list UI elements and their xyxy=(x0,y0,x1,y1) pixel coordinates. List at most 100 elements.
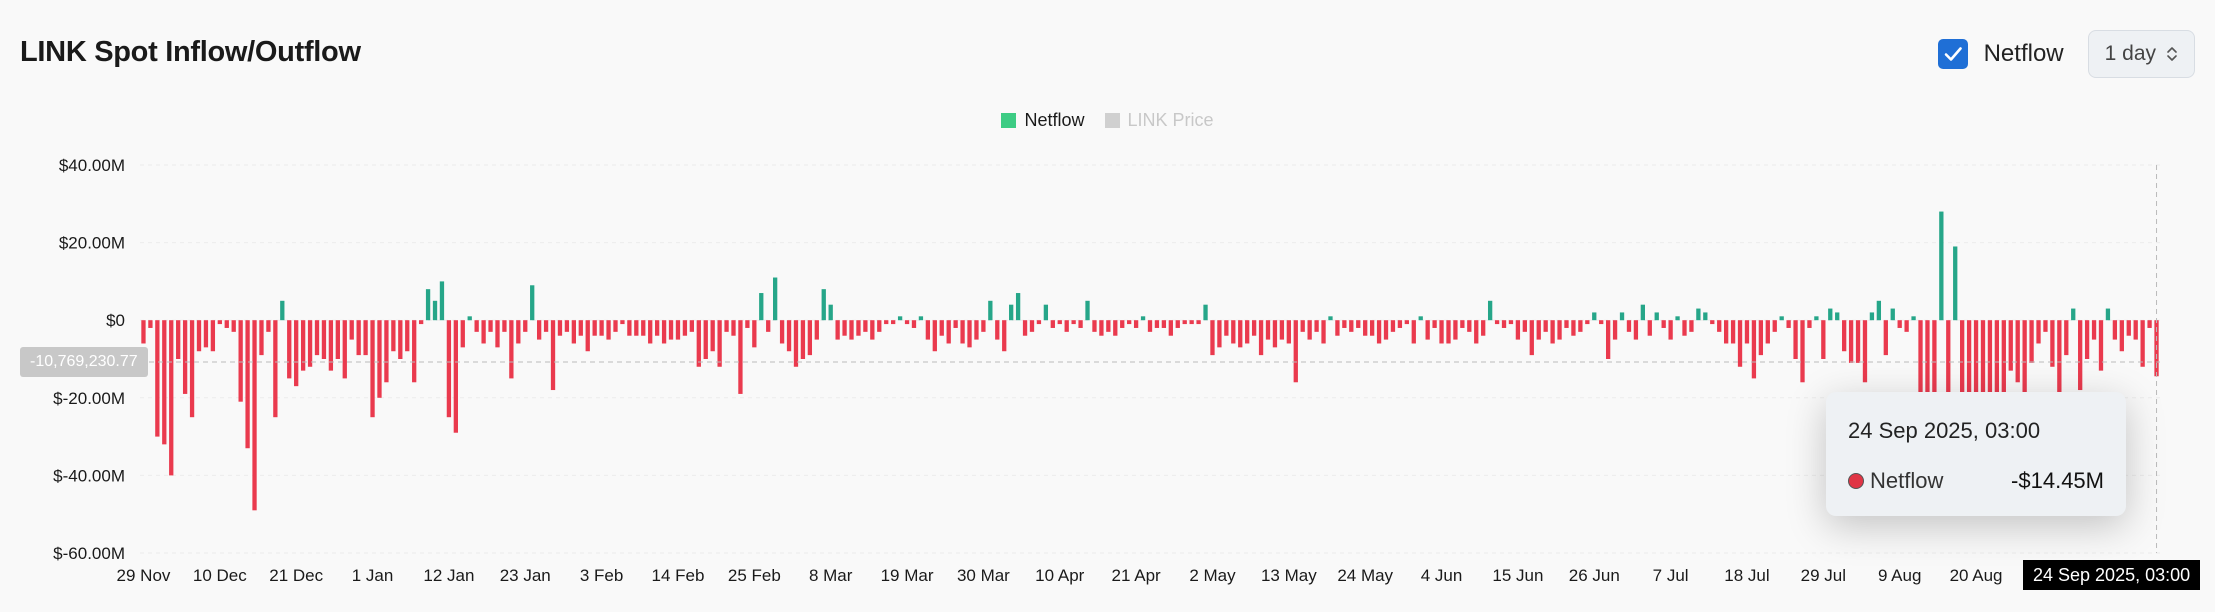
netflow-bar xyxy=(918,316,924,321)
netflow-bar xyxy=(1307,320,1312,340)
netflow-bar xyxy=(689,320,694,332)
netflow-bar xyxy=(1356,320,1361,328)
netflow-bar xyxy=(1848,320,1854,363)
y-tick-label: $-40.00M xyxy=(53,466,125,485)
netflow-bar xyxy=(1835,312,1840,321)
netflow-bar xyxy=(543,320,549,332)
netflow-checkbox-label[interactable]: Netflow xyxy=(1983,40,2064,67)
netflow-bar xyxy=(1363,320,1368,336)
netflow-bar xyxy=(2064,320,2069,356)
netflow-bar xyxy=(932,320,937,352)
x-tick-label: 7 Jul xyxy=(1653,566,1689,585)
netflow-bar xyxy=(238,320,243,402)
netflow-bar xyxy=(904,320,910,325)
netflow-bar xyxy=(1265,320,1271,340)
netflow-bar xyxy=(1717,320,1722,332)
netflow-bar xyxy=(1543,320,1548,332)
netflow-bar xyxy=(1474,320,1479,344)
x-tick-label: 23 Jan xyxy=(500,566,551,585)
netflow-bar xyxy=(1203,304,1208,321)
checkmark-icon xyxy=(1944,47,1962,61)
netflow-bar xyxy=(1092,320,1097,332)
netflow-bar xyxy=(1501,320,1507,328)
netflow-bar xyxy=(2098,320,2104,371)
netflow-bar xyxy=(1800,320,1805,383)
netflow-bar xyxy=(1397,320,1403,328)
netflow-bar xyxy=(953,320,958,328)
x-tick-label: 14 Feb xyxy=(652,566,705,585)
x-tick-label: 29 Jul xyxy=(1801,566,1846,585)
netflow-bar xyxy=(1210,320,1215,356)
netflow-bar xyxy=(1751,320,1757,379)
netflow-bar xyxy=(793,320,799,367)
x-tick-label: 15 Jun xyxy=(1492,566,1543,585)
netflow-bar xyxy=(1564,320,1569,328)
netflow-bar xyxy=(1071,320,1076,325)
netflow-bar xyxy=(1661,320,1666,328)
netflow-bar xyxy=(2133,320,2138,340)
netflow-bar xyxy=(1550,320,1555,344)
netflow-bar xyxy=(1182,320,1187,325)
netflow-bar xyxy=(1696,308,1701,321)
netflow-checkbox[interactable] xyxy=(1937,39,1968,69)
netflow-bar xyxy=(641,320,646,336)
netflow-bar xyxy=(169,320,174,476)
netflow-bar xyxy=(1876,300,1882,321)
netflow-bar xyxy=(182,320,188,394)
netflow-bar xyxy=(877,320,882,332)
netflow-bar xyxy=(1078,320,1083,328)
netflow-bar xyxy=(245,320,250,449)
chart-controls: Netflow 1 day xyxy=(1937,30,2195,78)
netflow-bar xyxy=(1869,312,1875,321)
netflow-bar xyxy=(1050,320,1055,328)
netflow-bar xyxy=(1793,320,1798,359)
x-tick-label: 9 Aug xyxy=(1878,566,1922,585)
netflow-bar xyxy=(1737,320,1743,367)
netflow-bar xyxy=(1682,320,1687,336)
netflow-bar xyxy=(2078,320,2083,391)
netflow-bar xyxy=(231,320,236,332)
netflow-bar xyxy=(1467,320,1472,332)
page-title: LINK Spot Inflow/Outflow xyxy=(20,36,361,68)
interval-select[interactable]: 1 day xyxy=(2087,30,2195,78)
netflow-bar xyxy=(1383,320,1389,340)
netflow-bar xyxy=(828,304,833,321)
netflow-bar xyxy=(2119,320,2124,352)
interval-value: 1 day xyxy=(2104,42,2156,65)
netflow-bar xyxy=(2105,308,2111,321)
netflow-bar xyxy=(1425,320,1430,340)
x-tick-label: 30 Mar xyxy=(957,566,1010,585)
netflow-bar xyxy=(1029,320,1035,332)
netflow-bar xyxy=(1140,316,1146,321)
netflow-bar xyxy=(502,320,507,332)
netflow-bar xyxy=(717,320,722,367)
netflow-bar xyxy=(1765,320,1770,344)
netflow-bar xyxy=(648,320,653,344)
netflow-bar xyxy=(1494,320,1500,325)
netflow-bar xyxy=(1002,320,1007,352)
netflow-bar xyxy=(1224,320,1229,336)
y-axis: $40.00M $20.00M $0 $-20.00M $-40.00M $-60.00M xyxy=(53,156,125,563)
netflow-bar xyxy=(2036,320,2041,344)
netflow-bar xyxy=(1238,320,1243,348)
netflow-bar xyxy=(321,320,327,359)
netflow-bar xyxy=(675,320,681,340)
y-tick-label: $-20.00M xyxy=(53,389,125,408)
netflow-bar xyxy=(141,320,146,344)
netflow-bar xyxy=(148,320,153,328)
netflow-bar xyxy=(1647,320,1652,336)
netflow-bar xyxy=(585,320,590,352)
netflow-bar xyxy=(1585,320,1590,325)
legend-item-link-price[interactable]: LINK Price xyxy=(1104,110,1214,131)
netflow-bar xyxy=(481,320,486,344)
netflow-bar xyxy=(1293,320,1298,383)
netflow-bar xyxy=(1418,316,1423,321)
netflow-bar xyxy=(786,320,792,352)
netflow-bar xyxy=(1009,304,1014,321)
netflow-bar xyxy=(1675,316,1680,321)
netflow-bar xyxy=(835,320,840,340)
legend-item-netflow[interactable]: Netflow xyxy=(1001,110,1085,131)
netflow-bar xyxy=(1189,320,1194,325)
netflow-bar xyxy=(655,320,660,336)
netflow-bar xyxy=(1321,320,1326,344)
